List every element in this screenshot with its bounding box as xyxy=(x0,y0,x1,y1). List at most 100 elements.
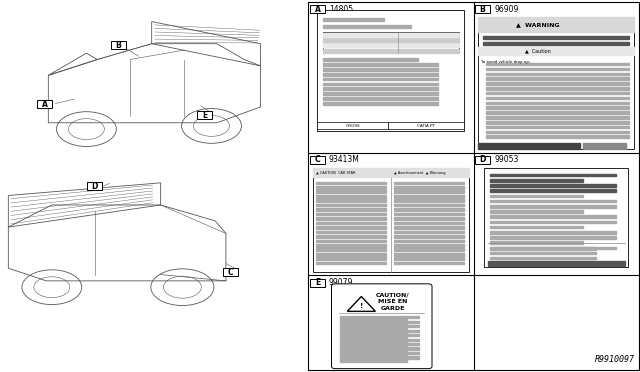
Bar xyxy=(316,244,386,247)
Bar xyxy=(486,92,629,94)
Bar xyxy=(316,222,386,224)
Bar xyxy=(323,38,459,42)
Bar xyxy=(490,247,596,250)
Bar xyxy=(308,2,639,370)
Bar xyxy=(340,359,406,362)
Bar xyxy=(310,5,325,13)
Bar xyxy=(394,248,464,251)
Bar xyxy=(475,5,490,13)
Bar xyxy=(316,213,386,215)
Bar xyxy=(313,168,391,177)
Bar xyxy=(340,325,419,327)
Bar xyxy=(316,182,386,184)
Bar xyxy=(323,18,384,21)
Bar xyxy=(486,131,629,133)
Text: CATIA PT: CATIA PT xyxy=(417,124,435,128)
Text: CAUTION/: CAUTION/ xyxy=(376,293,410,298)
Bar xyxy=(486,135,629,138)
Bar xyxy=(486,82,629,85)
Bar xyxy=(316,217,386,220)
Bar xyxy=(488,261,625,266)
Bar xyxy=(316,235,386,238)
Bar xyxy=(394,257,464,260)
Bar xyxy=(483,36,629,39)
Text: 99053: 99053 xyxy=(494,155,518,164)
Text: GROSS: GROSS xyxy=(346,124,360,128)
Text: R9910097: R9910097 xyxy=(595,355,635,364)
Bar xyxy=(323,87,438,90)
Bar xyxy=(486,87,629,90)
Bar xyxy=(316,262,386,264)
Bar xyxy=(478,17,634,149)
Bar xyxy=(490,247,616,249)
Bar xyxy=(394,244,464,247)
Bar xyxy=(490,215,616,218)
Bar xyxy=(490,226,583,228)
Bar xyxy=(394,199,464,202)
Text: B: B xyxy=(116,41,121,50)
Bar xyxy=(313,168,469,272)
Bar xyxy=(490,221,616,223)
Bar xyxy=(340,330,419,332)
Bar xyxy=(582,143,627,149)
Bar xyxy=(486,111,629,114)
Bar xyxy=(490,252,596,254)
Bar xyxy=(394,182,464,184)
Text: To avoid vehicle drop up:: To avoid vehicle drop up: xyxy=(481,60,531,64)
Bar xyxy=(394,213,464,215)
Bar xyxy=(490,184,616,187)
Bar xyxy=(316,257,386,260)
Bar xyxy=(323,63,438,66)
Bar xyxy=(316,186,386,189)
FancyBboxPatch shape xyxy=(332,284,432,369)
Bar xyxy=(490,200,616,202)
Text: GARDE: GARDE xyxy=(381,305,405,311)
Text: 96909: 96909 xyxy=(494,5,518,14)
Bar xyxy=(394,253,464,256)
Bar xyxy=(490,231,616,234)
Bar xyxy=(394,195,464,198)
Text: D: D xyxy=(479,155,486,164)
Bar xyxy=(394,226,464,229)
Bar xyxy=(394,231,464,233)
Bar xyxy=(490,236,616,239)
Bar xyxy=(340,321,419,323)
Bar xyxy=(223,268,238,276)
Bar xyxy=(394,190,464,193)
Bar xyxy=(340,346,406,348)
Bar xyxy=(478,17,634,32)
Bar xyxy=(340,337,406,339)
Text: ▲ CAUTION  CAR STAR: ▲ CAUTION CAR STAR xyxy=(316,171,355,175)
Bar xyxy=(310,156,325,164)
Bar xyxy=(490,241,583,244)
Bar xyxy=(388,122,464,129)
Bar xyxy=(340,324,406,326)
Bar xyxy=(394,208,464,211)
Bar xyxy=(323,83,438,85)
Bar xyxy=(340,341,406,344)
Bar xyxy=(316,248,386,251)
Bar xyxy=(340,328,406,330)
Bar xyxy=(484,168,628,267)
Bar xyxy=(490,179,583,182)
Bar xyxy=(486,68,629,70)
Bar xyxy=(394,262,464,264)
Bar xyxy=(323,44,459,48)
Bar xyxy=(391,168,469,177)
Bar xyxy=(316,253,386,256)
Bar xyxy=(478,143,580,149)
Bar xyxy=(486,63,629,65)
Bar xyxy=(316,190,386,193)
Bar xyxy=(323,78,438,80)
Bar xyxy=(340,356,419,359)
Bar xyxy=(323,25,411,28)
Bar xyxy=(323,68,438,71)
Bar xyxy=(340,343,419,345)
Bar xyxy=(478,46,634,55)
Bar xyxy=(486,102,629,104)
Text: D: D xyxy=(92,182,98,190)
Text: C: C xyxy=(315,155,320,164)
Bar xyxy=(394,235,464,238)
Bar xyxy=(323,33,459,37)
Bar xyxy=(486,106,629,109)
